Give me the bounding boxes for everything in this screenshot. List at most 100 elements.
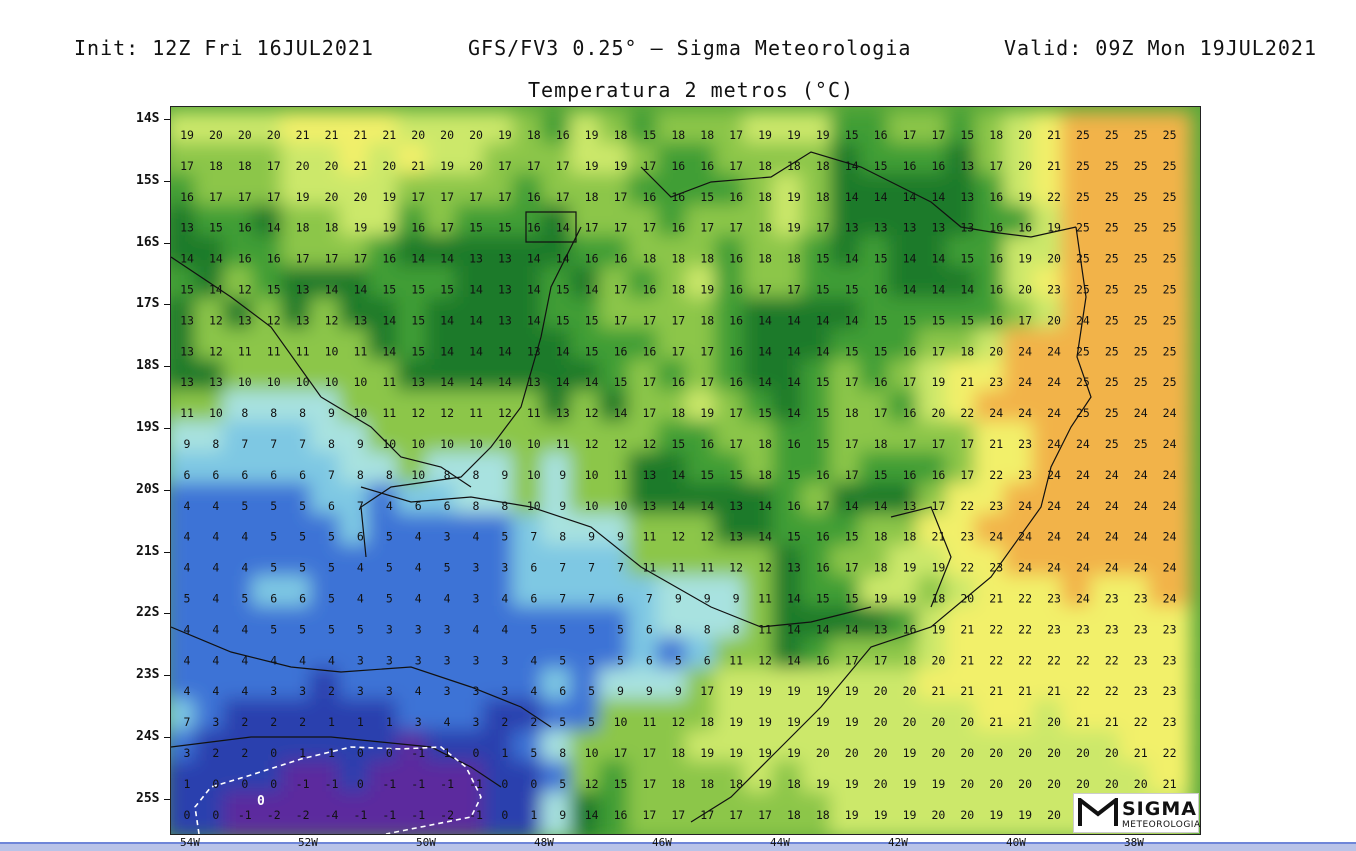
- temp-value: 12: [498, 406, 512, 420]
- temp-value: -2: [296, 808, 310, 822]
- temp-value: 19: [758, 777, 772, 791]
- temp-value: 16: [874, 283, 888, 297]
- temp-value: -1: [325, 777, 339, 791]
- lat-label-19s: 19S: [136, 420, 160, 435]
- temp-value: 25: [1163, 159, 1177, 173]
- temp-value: 1: [184, 777, 191, 791]
- lat-label-23s: 23S: [136, 667, 160, 683]
- temp-value: 3: [299, 684, 306, 698]
- temp-value: 17: [729, 437, 743, 451]
- temp-value: 21: [960, 653, 974, 667]
- temp-value: 11: [556, 437, 570, 451]
- temperature-map[interactable]: 0 19 20 20 20 21 21 21 21 20 20 20 19 18 16 19 18 15 18 18…: [170, 106, 1201, 835]
- sigma-logo-icon: [1078, 798, 1118, 826]
- temp-value: 13: [498, 252, 512, 266]
- temp-value: 4: [415, 561, 422, 575]
- temp-value: 15: [700, 468, 714, 482]
- temp-value: 23: [1047, 622, 1061, 636]
- lat-tick: [164, 551, 170, 553]
- temp-value: 13: [238, 313, 252, 327]
- temp-value: 19: [903, 746, 917, 760]
- temp-value: 12: [209, 344, 223, 358]
- temp-value: 17: [700, 221, 714, 235]
- temp-value: 24: [989, 530, 1003, 544]
- temp-value: 16: [931, 159, 945, 173]
- temp-value: 4: [473, 622, 480, 636]
- temp-value: 24: [1105, 499, 1119, 513]
- temp-value: 24: [1076, 530, 1090, 544]
- temp-value: 4: [501, 592, 508, 606]
- temp-value: 6: [646, 622, 653, 636]
- temp-value: 15: [960, 128, 974, 142]
- temp-value: 20: [325, 159, 339, 173]
- temp-value: 16: [989, 221, 1003, 235]
- temp-value: 25: [1163, 252, 1177, 266]
- temp-value: 14: [874, 190, 888, 204]
- temp-value: 25: [1105, 344, 1119, 358]
- border-minas: [360, 226, 582, 558]
- temp-value: 17: [325, 252, 339, 266]
- temp-value: 4: [501, 622, 508, 636]
- temp-value: 3: [386, 653, 393, 667]
- temp-value: 16: [700, 159, 714, 173]
- temp-value: 18: [758, 252, 772, 266]
- temp-value: 3: [444, 653, 451, 667]
- temp-value: 19: [758, 715, 772, 729]
- temp-value: 7: [328, 468, 335, 482]
- temp-value: 20: [960, 808, 974, 822]
- temp-value: 25: [1163, 283, 1177, 297]
- temp-value: 16: [614, 344, 628, 358]
- temp-value: 18: [816, 159, 830, 173]
- temp-value: 1: [357, 715, 364, 729]
- temp-value: 14: [382, 313, 396, 327]
- temp-value: 22: [989, 622, 1003, 636]
- temp-value: 16: [729, 375, 743, 389]
- temp-value: 9: [501, 468, 508, 482]
- temp-value: 14: [758, 375, 772, 389]
- temp-value: 25: [1134, 283, 1148, 297]
- temp-value: 22: [1105, 653, 1119, 667]
- temp-value: 18: [845, 406, 859, 420]
- temp-value: 7: [588, 561, 595, 575]
- temp-value: 10: [411, 437, 425, 451]
- temp-value: 20: [903, 684, 917, 698]
- temp-value: 6: [530, 592, 537, 606]
- temp-value: 1: [299, 746, 306, 760]
- temp-value: 14: [787, 344, 801, 358]
- temp-value: 24: [1134, 468, 1148, 482]
- temp-value: 18: [758, 159, 772, 173]
- temp-value: 9: [617, 530, 624, 544]
- temp-value: 14: [180, 252, 194, 266]
- temp-value: 21: [989, 437, 1003, 451]
- temp-value: 18: [700, 252, 714, 266]
- temp-value: 8: [559, 746, 566, 760]
- temp-value: 4: [270, 653, 277, 667]
- temp-value: 15: [411, 313, 425, 327]
- temp-value: 17: [440, 221, 454, 235]
- temp-value: 13: [729, 499, 743, 513]
- temp-value: 24: [1076, 592, 1090, 606]
- temp-value: 19: [1047, 221, 1061, 235]
- temp-value: 13: [296, 313, 310, 327]
- temp-value: 15: [931, 313, 945, 327]
- temp-value: 20: [411, 128, 425, 142]
- lon-label-50w: 50W: [416, 836, 436, 849]
- temp-value: 3: [357, 653, 364, 667]
- temp-value: 5: [270, 622, 277, 636]
- temp-value: 12: [325, 313, 339, 327]
- temp-value: 24: [1047, 468, 1061, 482]
- temp-value: 19: [787, 221, 801, 235]
- temp-value: 10: [614, 715, 628, 729]
- temp-value: 6: [415, 499, 422, 513]
- temp-value: 4: [530, 653, 537, 667]
- temp-value: 25: [1134, 221, 1148, 235]
- temp-value: 24: [1134, 499, 1148, 513]
- temp-value: 15: [845, 592, 859, 606]
- temp-value: 13: [903, 221, 917, 235]
- temp-value: 6: [559, 684, 566, 698]
- temp-value: 2: [328, 684, 335, 698]
- temp-value: 14: [903, 283, 917, 297]
- temp-value: 16: [267, 252, 281, 266]
- temp-value: 22: [1076, 653, 1090, 667]
- temp-value: 16: [614, 808, 628, 822]
